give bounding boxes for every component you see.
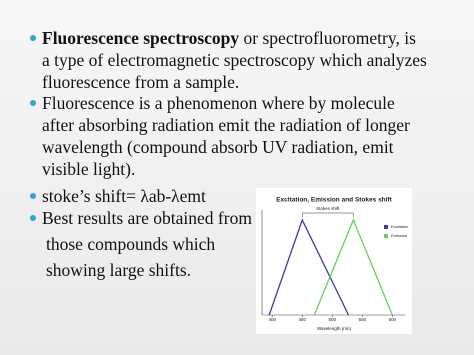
x-tick-label: 550 [359,317,367,322]
bullet-text: visible light). [42,158,135,180]
text-line: those compounds which [46,234,216,254]
legend-label: Emission [391,233,407,238]
bullet-text: wavelength (compound absorb UV radiation… [42,136,394,158]
line-series [313,218,393,316]
bullet-text: fluorescence from a sample. [42,71,239,93]
text-line: after absorbing radiation emit the radia… [42,115,410,135]
x-tick-label: 600 [389,317,397,322]
text-line: wavelength (compound absorb UV radiation… [42,137,394,157]
x-tick-label: 500 [329,317,337,322]
bullet-icon [30,193,36,199]
text-line: fluorescence from a sample. [42,72,240,92]
bullet-text: Fluorescence spectroscopy or spectrofluo… [42,27,416,49]
text-line: Fluorescence is a phenomenon where by mo… [42,93,395,113]
bullet-text: showing large shifts. [46,259,191,281]
bold-term: Fluorescence spectroscopy [42,28,240,48]
bullet-text: those compounds which [46,233,215,255]
x-tick-label: 400 [268,317,276,322]
text-line: Best results are obtained from [42,208,252,228]
bullet-text: a type of electromagnetic spectroscopy w… [42,49,427,71]
x-axis-label: Wavelength (nm) [317,326,352,331]
bullet-text: stoke’s shift= λab-λemt [42,185,206,207]
bullet-text: after absorbing radiation emit the radia… [42,114,410,136]
chart-title: Excitation, Emission and Stokes shift [276,197,392,204]
chart: Excitation, Emission and Stokes shift Wa… [256,188,412,334]
legend-label: Excitation [391,224,408,229]
legend-swatch [384,225,388,229]
bullet-text: Fluorescence is a phenomenon where by mo… [42,92,395,114]
text-line: or spectrofluorometry, is [243,28,416,48]
legend-swatch [384,234,388,238]
bullet-icon [30,100,36,106]
text-line: showing large shifts. [46,260,192,280]
bullet-icon [30,35,36,41]
annotation: Stokes shift [316,206,340,211]
text-line: stoke’s shift= λab-λemt [42,186,206,206]
x-tick-label: 450 [298,317,306,322]
text-line: a type of electromagnetic spectroscopy w… [42,50,427,70]
line-series [268,218,350,316]
bullet-text: Best results are obtained from [42,207,252,229]
text-line: visible light). [42,159,136,179]
bullet-icon [30,215,36,221]
